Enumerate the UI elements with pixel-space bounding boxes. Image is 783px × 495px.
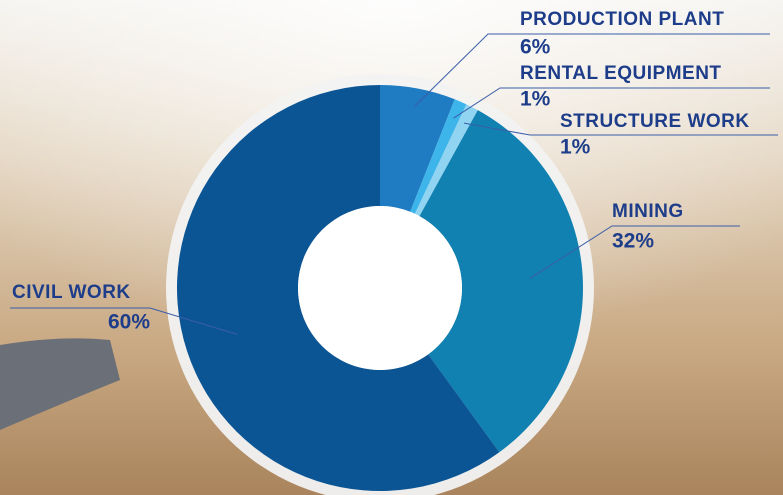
leader-line bbox=[414, 33, 770, 107]
value-label: 6% bbox=[520, 36, 551, 59]
arm-decoration bbox=[0, 338, 120, 430]
category-label: STRUCTURE WORK bbox=[560, 111, 750, 132]
slice bbox=[410, 99, 467, 214]
slice bbox=[419, 110, 583, 453]
category-label: MINING bbox=[612, 201, 684, 222]
leader-line bbox=[453, 87, 770, 119]
slice bbox=[176, 85, 500, 492]
category-label: CIVIL WORK bbox=[12, 282, 131, 303]
value-label: 32% bbox=[612, 230, 654, 253]
donut-hole bbox=[298, 206, 462, 370]
leader-line bbox=[529, 225, 740, 280]
slice bbox=[380, 85, 455, 212]
value-label: 60% bbox=[108, 311, 150, 334]
category-label: RENTAL EQUIPMENT bbox=[520, 63, 722, 84]
slices bbox=[176, 85, 583, 492]
leader-line bbox=[463, 122, 778, 136]
labels: PRODUCTION PLANT 6% RENTAL EQUIPMENT 1% STRU… bbox=[10, 9, 778, 335]
category-label: PRODUCTION PLANT bbox=[520, 9, 724, 30]
value-label: 1% bbox=[520, 88, 551, 111]
slice bbox=[414, 104, 478, 217]
value-label: 1% bbox=[560, 136, 591, 159]
leader-line bbox=[10, 307, 238, 335]
